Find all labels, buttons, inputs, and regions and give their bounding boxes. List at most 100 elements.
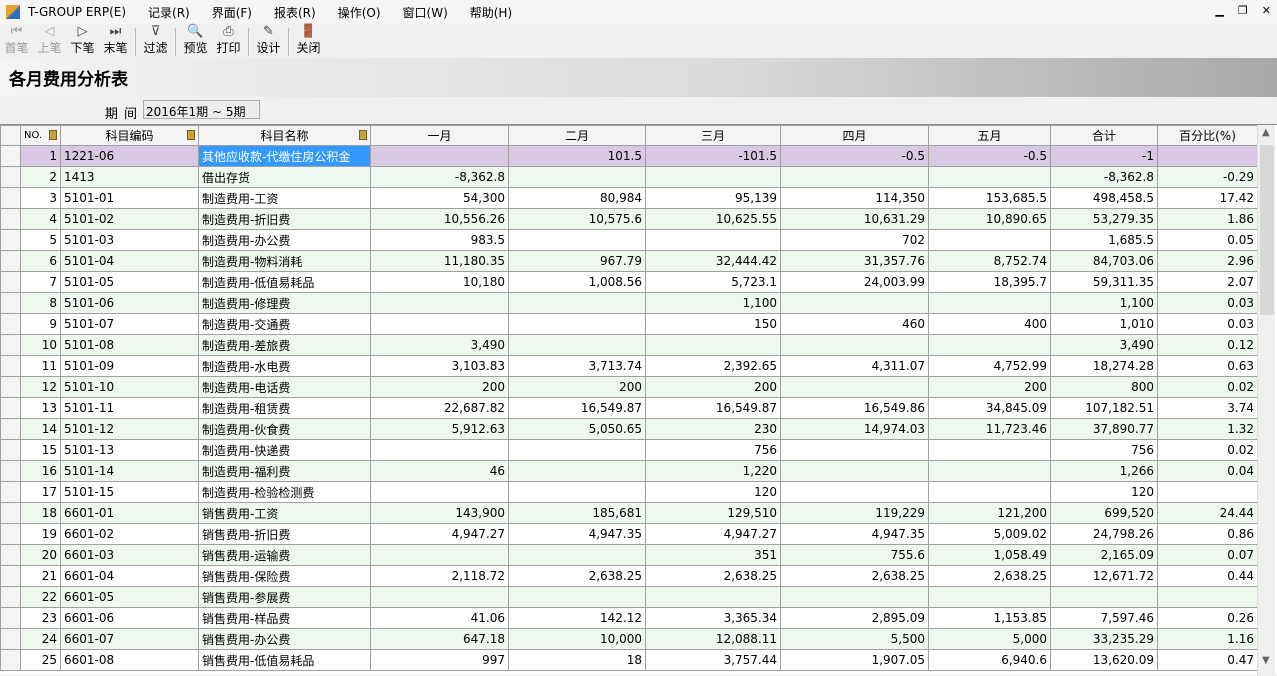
table-cell[interactable]: 1221-06 bbox=[60, 145, 199, 167]
row-selector[interactable] bbox=[0, 523, 21, 545]
table-cell[interactable]: 16,549.87 bbox=[508, 397, 646, 419]
table-cell[interactable]: 5101-05 bbox=[60, 271, 199, 293]
table-cell[interactable]: 11 bbox=[20, 355, 61, 377]
table-cell[interactable] bbox=[780, 481, 929, 503]
table-row[interactable]: 23 6601-06 销售费用-样品费 41.06 142.12 3,365.34 2,89… bbox=[0, 607, 1258, 629]
column-header[interactable]: 二月 bbox=[508, 125, 646, 146]
table-row[interactable]: 4 5101-02 制造费用-折旧费 10,556.26 10,575.6 10,625.… bbox=[0, 208, 1258, 230]
table-cell[interactable]: 4,947.35 bbox=[780, 523, 929, 545]
table-cell[interactable]: 17.42 bbox=[1157, 187, 1258, 209]
table-row[interactable]: 20 6601-03 销售费用-运输费 351 755.6 1,058.49 2,165.0… bbox=[0, 544, 1258, 566]
table-cell[interactable]: 119,229 bbox=[780, 502, 929, 524]
table-cell[interactable]: 2,118.72 bbox=[370, 565, 509, 587]
table-cell[interactable]: 967.79 bbox=[508, 250, 646, 272]
table-cell[interactable]: 143,900 bbox=[370, 502, 509, 524]
table-cell[interactable]: 200 bbox=[928, 376, 1051, 398]
table-cell[interactable]: 4 bbox=[20, 208, 61, 230]
table-cell[interactable] bbox=[645, 586, 781, 608]
table-cell[interactable]: 1.86 bbox=[1157, 208, 1258, 230]
table-cell[interactable]: 9 bbox=[20, 313, 61, 335]
table-cell[interactable]: 18 bbox=[508, 649, 646, 671]
table-cell[interactable] bbox=[780, 334, 929, 356]
table-cell[interactable]: 5101-04 bbox=[60, 250, 199, 272]
table-cell[interactable]: 5101-11 bbox=[60, 397, 199, 419]
table-cell[interactable]: 702 bbox=[780, 229, 929, 251]
table-cell[interactable]: 4,752.99 bbox=[928, 355, 1051, 377]
table-cell[interactable]: 11,180.35 bbox=[370, 250, 509, 272]
menu-help[interactable]: 帮助(H) bbox=[469, 5, 513, 20]
column-header[interactable]: 三月 bbox=[645, 125, 781, 146]
table-cell[interactable] bbox=[1157, 145, 1258, 167]
table-cell[interactable]: 制造费用-工资 bbox=[198, 187, 371, 209]
table-cell[interactable]: 2 bbox=[20, 166, 61, 188]
row-selector[interactable] bbox=[0, 628, 21, 650]
table-cell[interactable]: 5101-07 bbox=[60, 313, 199, 335]
row-selector[interactable] bbox=[0, 187, 21, 209]
table-cell[interactable]: 101.5 bbox=[508, 145, 646, 167]
table-row[interactable]: 11 5101-09 制造费用-水电费 3,103.83 3,713.74 2,392.6… bbox=[0, 355, 1258, 377]
table-cell[interactable]: 2.96 bbox=[1157, 250, 1258, 272]
toolbar-last-record-button[interactable]: ⏭ 末笔 bbox=[99, 25, 132, 56]
table-cell[interactable]: 1,266 bbox=[1050, 460, 1158, 482]
table-cell[interactable]: 4,947.27 bbox=[645, 523, 781, 545]
table-cell[interactable]: 1,100 bbox=[1050, 292, 1158, 314]
table-cell[interactable]: 699,520 bbox=[1050, 502, 1158, 524]
menu-window[interactable]: 窗口(W) bbox=[402, 5, 448, 20]
table-cell[interactable]: 3 bbox=[20, 187, 61, 209]
table-cell[interactable]: 120 bbox=[1050, 481, 1158, 503]
table-cell[interactable]: 制造费用-低值易耗品 bbox=[198, 271, 371, 293]
table-cell[interactable]: 95,139 bbox=[645, 187, 781, 209]
row-selector[interactable] bbox=[0, 292, 21, 314]
table-cell[interactable]: 400 bbox=[928, 313, 1051, 335]
table-cell[interactable]: 5,912.63 bbox=[370, 418, 509, 440]
table-cell[interactable] bbox=[645, 334, 781, 356]
row-selector[interactable] bbox=[0, 460, 21, 482]
table-cell[interactable]: 31,357.76 bbox=[780, 250, 929, 272]
table-cell[interactable]: 84,703.06 bbox=[1050, 250, 1158, 272]
table-cell[interactable] bbox=[928, 586, 1051, 608]
table-cell[interactable]: 0.02 bbox=[1157, 376, 1258, 398]
table-cell[interactable]: 54,300 bbox=[370, 187, 509, 209]
table-cell[interactable]: 制造费用-办公费 bbox=[198, 229, 371, 251]
table-cell[interactable] bbox=[508, 166, 646, 188]
table-row[interactable]: 6 5101-04 制造费用-物料消耗 11,180.35 967.79 32,444.4… bbox=[0, 250, 1258, 272]
table-cell[interactable]: 59,311.35 bbox=[1050, 271, 1158, 293]
table-cell[interactable]: 80,984 bbox=[508, 187, 646, 209]
table-cell[interactable]: -0.5 bbox=[928, 145, 1051, 167]
column-header[interactable]: 科目名称 bbox=[198, 125, 371, 146]
table-cell[interactable] bbox=[370, 145, 509, 167]
table-cell[interactable]: 755.6 bbox=[780, 544, 929, 566]
table-cell[interactable]: 4,311.07 bbox=[780, 355, 929, 377]
table-cell[interactable]: -1 bbox=[1050, 145, 1158, 167]
table-cell[interactable]: 10 bbox=[20, 334, 61, 356]
row-selector[interactable] bbox=[0, 565, 21, 587]
table-cell[interactable] bbox=[780, 586, 929, 608]
table-row[interactable]: 5 5101-03 制造费用-办公费 983.5 702 1,685.5 0.05 bbox=[0, 229, 1258, 251]
table-cell[interactable]: 16,549.87 bbox=[645, 397, 781, 419]
row-selector[interactable] bbox=[0, 439, 21, 461]
table-cell[interactable]: 5,000 bbox=[928, 628, 1051, 650]
menu-app[interactable]: T-GROUP ERP(E) bbox=[28, 5, 127, 19]
table-cell[interactable]: 24 bbox=[20, 628, 61, 650]
table-cell[interactable]: 5,723.1 bbox=[645, 271, 781, 293]
table-cell[interactable]: 3,103.83 bbox=[370, 355, 509, 377]
table-cell[interactable] bbox=[1157, 481, 1258, 503]
table-cell[interactable] bbox=[508, 460, 646, 482]
table-cell[interactable] bbox=[508, 586, 646, 608]
table-cell[interactable]: 制造费用-租赁费 bbox=[198, 397, 371, 419]
table-cell[interactable] bbox=[645, 166, 781, 188]
table-cell[interactable]: 1 bbox=[20, 145, 61, 167]
table-cell[interactable] bbox=[1157, 586, 1258, 608]
table-cell[interactable]: 18 bbox=[20, 502, 61, 524]
table-cell[interactable]: 1,100 bbox=[645, 292, 781, 314]
table-cell[interactable] bbox=[780, 166, 929, 188]
table-cell[interactable]: 25 bbox=[20, 649, 61, 671]
table-cell[interactable]: 121,200 bbox=[928, 502, 1051, 524]
column-header[interactable]: 五月 bbox=[928, 125, 1051, 146]
close-icon[interactable]: ✕ bbox=[1261, 4, 1271, 17]
table-cell[interactable]: 21 bbox=[20, 565, 61, 587]
table-cell[interactable]: 230 bbox=[645, 418, 781, 440]
table-cell[interactable] bbox=[928, 229, 1051, 251]
table-cell[interactable]: 37,890.77 bbox=[1050, 418, 1158, 440]
table-cell[interactable]: 6601-06 bbox=[60, 607, 199, 629]
